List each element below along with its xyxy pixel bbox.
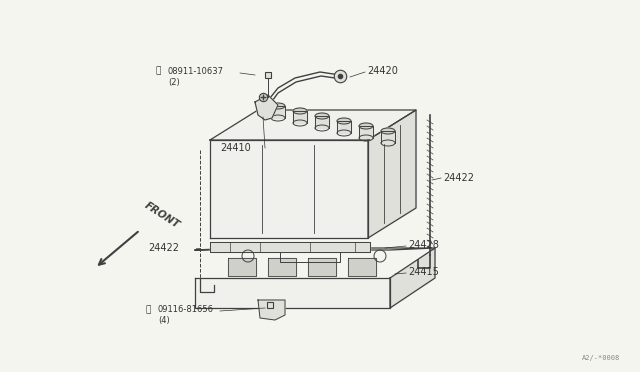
Text: 24422: 24422 [148,243,179,253]
Polygon shape [308,258,336,276]
Text: (2): (2) [168,77,180,87]
Polygon shape [271,106,285,118]
Polygon shape [293,111,307,123]
Polygon shape [228,258,256,276]
Ellipse shape [381,128,395,134]
Text: 24422: 24422 [443,173,474,183]
Text: 24410: 24410 [220,143,251,153]
Text: 08911-10637: 08911-10637 [168,67,224,76]
Text: 24428: 24428 [408,240,439,250]
Polygon shape [315,116,329,128]
Ellipse shape [293,108,307,114]
Text: 24420: 24420 [367,66,398,76]
Polygon shape [381,131,395,143]
Polygon shape [195,248,435,250]
Polygon shape [337,121,351,133]
Polygon shape [210,110,416,140]
Polygon shape [368,110,416,238]
Text: 09116-81656: 09116-81656 [158,305,214,314]
Text: Ⓑ: Ⓑ [145,305,150,314]
Polygon shape [210,140,368,238]
Text: 24415: 24415 [408,267,439,277]
Polygon shape [255,95,278,120]
Text: A2/-*0008: A2/-*0008 [582,355,620,361]
Polygon shape [210,242,370,252]
Text: FRONT: FRONT [143,200,182,230]
Ellipse shape [337,118,351,124]
Polygon shape [268,258,296,276]
Polygon shape [258,300,285,320]
Polygon shape [348,258,376,276]
Text: Ⓝ: Ⓝ [156,67,161,76]
Ellipse shape [271,103,285,109]
Polygon shape [195,278,390,308]
Polygon shape [359,126,373,138]
Polygon shape [390,248,435,308]
Ellipse shape [315,113,329,119]
Text: (4): (4) [158,317,170,326]
Ellipse shape [359,123,373,129]
